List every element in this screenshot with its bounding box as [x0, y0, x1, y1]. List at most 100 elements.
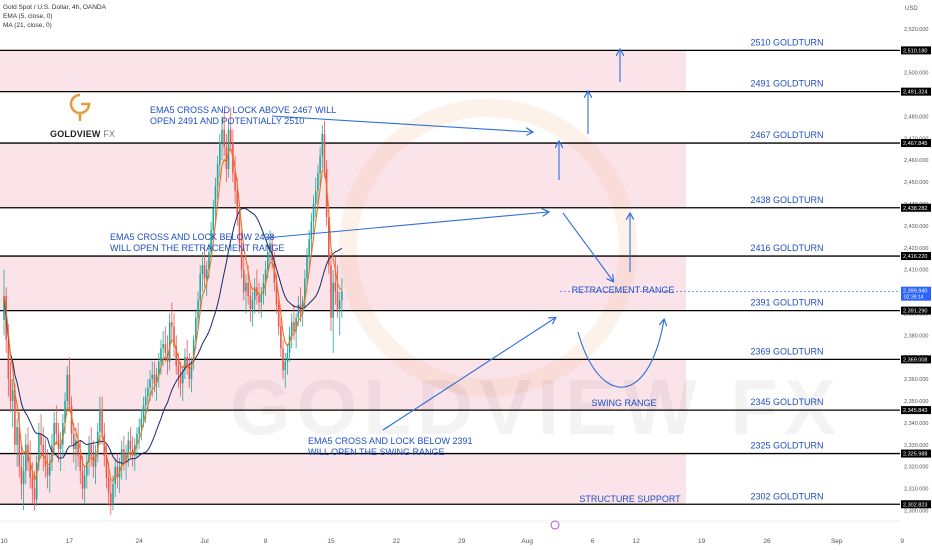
candle-104 [229, 107, 232, 152]
candle-body [42, 444, 45, 456]
candle-77 [171, 302, 173, 340]
level-tag-7 [901, 406, 931, 415]
y-tick-20: 2,300.000 [904, 508, 928, 514]
candle-body [86, 462, 88, 476]
level-label-5: 2391 GOLDTURN [750, 298, 823, 308]
candle-body [199, 274, 201, 301]
candle-130 [286, 344, 289, 375]
candle-body [16, 427, 18, 445]
ann-swing-range-line-0: SWING RANGE [591, 398, 656, 408]
y-tick-7: 2,430.000 [904, 224, 928, 230]
x-tick-9: 6 [591, 538, 595, 545]
candle-body [88, 444, 90, 463]
candle-body [129, 440, 132, 450]
ma21-series [3, 207, 343, 464]
ann-ema5-below-2438-line-1: WILL OPEN THE RETRACEMENT RANGE [110, 243, 284, 253]
zone-1 [0, 143, 686, 208]
candle-106 [234, 155, 236, 204]
candle-body [203, 265, 206, 279]
candle-body [319, 155, 321, 174]
candle-body [338, 300, 341, 310]
level-tag-3 [901, 203, 931, 212]
level-tag-text-2: 2,467.845 [903, 141, 927, 147]
axis-currency: USD [905, 6, 918, 12]
candle-body [155, 374, 158, 384]
candle-body [264, 269, 267, 283]
candle-body [277, 304, 280, 327]
candle-body [136, 433, 138, 445]
price-axis: USD2,520.0002,500.0002,480.0002,470.0002… [560, 0, 932, 550]
candle-151 [332, 269, 334, 353]
candle-30 [68, 357, 71, 412]
ma-legend: MA (21, close, 0) [3, 22, 52, 29]
candle-body [249, 295, 252, 310]
candle-65 [144, 387, 147, 423]
candle-body [225, 147, 228, 169]
candle-body [247, 282, 249, 296]
candle-62 [138, 418, 140, 450]
candle-body [77, 440, 79, 456]
candle-body [262, 282, 265, 294]
candle-body [7, 339, 10, 380]
ma-line [3, 207, 343, 464]
candle-91 [201, 252, 204, 292]
candle-113 [249, 282, 252, 323]
candle-34 [77, 422, 79, 467]
candle-body [219, 142, 221, 165]
arrow-to-retracement [562, 212, 613, 281]
candle-131 [288, 326, 291, 362]
candle-body [22, 471, 25, 485]
y-tick-17: 2,330.000 [904, 443, 928, 449]
candle-31 [70, 396, 73, 445]
watermark-text: GOLDVIEW FX [230, 362, 842, 453]
candle-93 [205, 260, 208, 296]
symbol-title: Gold Spot / U.S. Dollar, 4h, OANDA [3, 4, 106, 11]
logo-brand: GOLDVIEW [50, 129, 101, 139]
candle-54 [120, 440, 123, 480]
candle-body [190, 361, 193, 380]
level-tag-0 [901, 46, 931, 55]
y-tick-9: 2,410.000 [904, 268, 928, 274]
candle-18 [42, 427, 45, 472]
candle-147 [323, 120, 326, 178]
candle-body [269, 243, 271, 253]
annotations: EMA5 CROSS AND LOCK ABOVE 2467 WILLOPEN … [110, 105, 681, 504]
candle-body [238, 217, 241, 244]
candle-148 [325, 160, 328, 226]
candle-body [90, 444, 92, 456]
candle-95 [210, 221, 212, 261]
candle-body [40, 433, 42, 445]
candle-118 [260, 287, 263, 318]
candle-body [266, 252, 269, 270]
candle-129 [284, 352, 287, 388]
candle-body [57, 433, 60, 450]
level-tag-text-4: 2,416.220 [903, 254, 927, 260]
candle-body [116, 466, 119, 478]
candle-body [160, 348, 162, 362]
candle-body [306, 256, 308, 279]
candle-111 [245, 274, 247, 314]
candle-body [253, 287, 256, 301]
candle-body [48, 462, 51, 476]
candle-body [83, 475, 86, 489]
y-tick-14: 2,360.000 [904, 377, 928, 383]
y-tick-8: 2,420.000 [904, 246, 928, 252]
candle-body [53, 422, 55, 445]
candle-body [336, 291, 339, 310]
ann-ema5-below-2391-line-1: WILL OPEN THE SWING RANGE [308, 447, 445, 457]
x-tick-13: Sep [831, 538, 843, 545]
level-tag-text-6: 2,369.008 [903, 357, 927, 363]
candle-body [20, 466, 23, 485]
candle-body [288, 335, 291, 353]
x-tick-5: 15 [327, 538, 335, 545]
candle-body [341, 291, 343, 301]
level-tag-text-3: 2,438.282 [903, 206, 927, 212]
candle-body [72, 433, 75, 450]
candle-71 [157, 352, 160, 388]
candle-89 [197, 291, 199, 331]
chart-legend: Gold Spot / U.S. Dollar, 4h, OANDA EMA (… [3, 3, 106, 30]
ann-ema5-above-2467-line-0: EMA5 CROSS AND LOCK ABOVE 2467 WILL [150, 105, 336, 115]
y-tick-16: 2,340.000 [904, 421, 928, 427]
current-price-text: 2,399.940 [903, 289, 927, 295]
y-tick-4: 2,460.000 [904, 158, 928, 164]
